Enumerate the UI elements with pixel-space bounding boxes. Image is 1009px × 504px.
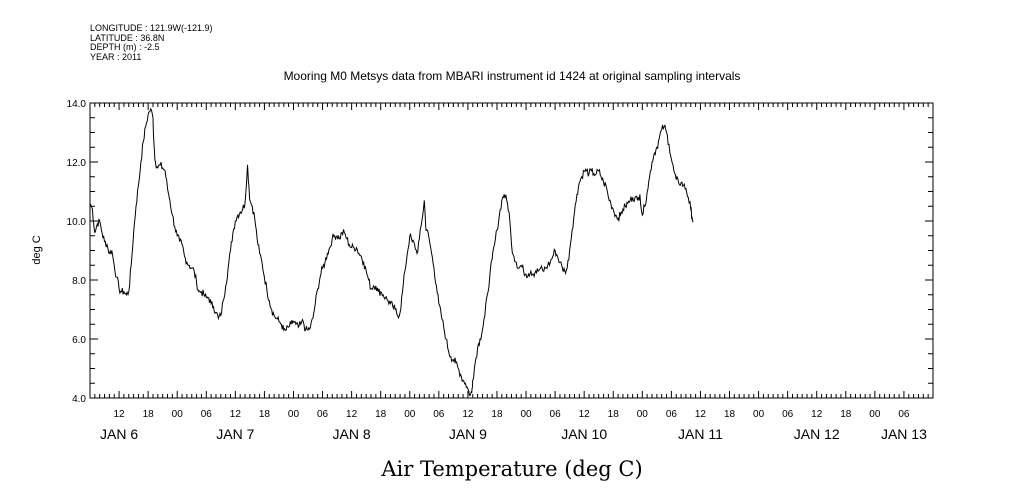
x-tick-label: 06: [201, 409, 213, 420]
header-block: LONGITUDE : 121.9W(-121.9) LATITUDE : 36…: [90, 23, 213, 62]
header-longitude: LONGITUDE : 121.9W(-121.9): [90, 23, 213, 33]
x-tick-label: 18: [259, 409, 271, 420]
x-tick-label: 06: [317, 409, 329, 420]
x-tick-label: 06: [550, 409, 562, 420]
x-tick-label: 12: [346, 409, 358, 420]
x-tick-label: 18: [724, 409, 736, 420]
x-tick-label: 18: [143, 409, 155, 420]
y-tick-label: 10.0: [67, 217, 87, 228]
x-tick-label: 12: [811, 409, 823, 420]
x-tick-label: 06: [898, 409, 910, 420]
day-label: JAN 11: [678, 426, 723, 442]
y-tick-label: 4.0: [72, 394, 86, 405]
day-label: JAN 6: [100, 426, 138, 442]
y-axis-label: deg C: [31, 235, 43, 264]
x-tick-label: 18: [840, 409, 852, 420]
x-tick-labels: 12 18 00 06 12 18 00 06 12 18 00 06 12 18 00 06 12 18 00 06…: [114, 409, 910, 420]
x-tick-label: 06: [782, 409, 794, 420]
x-tick-label: 18: [608, 409, 620, 420]
y-tick-label: 8.0: [72, 276, 86, 287]
x-tick-label: 00: [869, 409, 881, 420]
x-tick-label: 12: [114, 409, 126, 420]
day-label: JAN 9: [449, 426, 487, 442]
x-tick-label: 00: [288, 409, 300, 420]
chart-title: Mooring M0 Metsys data from MBARI instru…: [284, 69, 741, 83]
x-tick-label: 00: [520, 409, 532, 420]
x-tick-label: 00: [172, 409, 184, 420]
x-tick-label: 12: [462, 409, 474, 420]
axis-ticks: [89, 102, 934, 399]
plot-frame: [89, 102, 934, 399]
x-tick-label: 12: [695, 409, 707, 420]
x-tick-label: 12: [579, 409, 591, 420]
x-tick-label: 00: [753, 409, 765, 420]
x-tick-label: 12: [230, 409, 242, 420]
day-label: JAN 10: [561, 426, 607, 442]
x-tick-label: 00: [404, 409, 416, 420]
y-tick-label: 14.0: [67, 99, 87, 110]
x-tick-label: 00: [637, 409, 649, 420]
air-temperature-line: [89, 107, 694, 397]
day-label: JAN 7: [216, 426, 254, 442]
day-label: JAN 13: [881, 426, 927, 442]
day-label: JAN 12: [794, 426, 840, 442]
x-tick-label: 06: [433, 409, 445, 420]
x-tick-label: 18: [491, 409, 503, 420]
header-year: YEAR : 2011: [90, 52, 141, 62]
x-axis-label: Air Temperature (deg C): [380, 457, 642, 481]
day-label: JAN 8: [333, 426, 371, 442]
header-depth: DEPTH (m) : -2.5: [90, 42, 160, 52]
y-tick-label: 12.0: [67, 158, 87, 169]
day-labels: JAN 6 JAN 7 JAN 8 JAN 9 JAN 10 JAN 11 JAN 12 JA…: [100, 426, 927, 442]
x-tick-label: 18: [375, 409, 387, 420]
y-tick-labels: 4.0 6.0 8.0 10.0 12.0 14.0: [67, 99, 87, 405]
y-tick-label: 6.0: [72, 335, 86, 346]
x-tick-label: 06: [666, 409, 678, 420]
header-latitude: LATITUDE : 36.8N: [90, 33, 164, 43]
